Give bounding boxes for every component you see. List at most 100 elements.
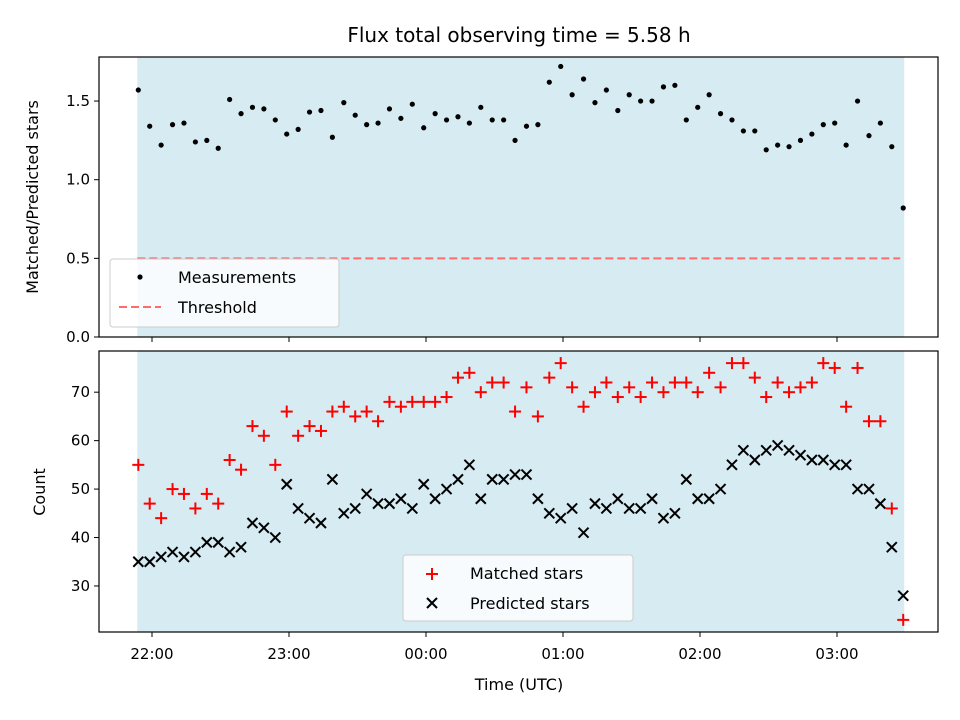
measurement-point <box>615 107 621 114</box>
legend-predicted-marker <box>426 597 438 609</box>
measurement-point <box>169 122 176 128</box>
measurement-point <box>546 79 552 85</box>
predicted-star-point <box>235 541 247 553</box>
measurement-point <box>523 123 530 129</box>
predicted-star-point <box>315 517 327 529</box>
measurement-point <box>763 147 769 153</box>
top-legend-box <box>109 258 340 328</box>
chart-title: Flux total observing time = 5.58 h <box>347 23 690 47</box>
matched-star-point <box>406 395 419 408</box>
predicted-star-point <box>646 493 658 505</box>
predicted-star-point <box>509 468 521 481</box>
matched-star-point <box>554 357 567 370</box>
measurement-point <box>889 144 895 150</box>
predicted-star-point <box>623 502 635 515</box>
measurement-point <box>135 87 141 93</box>
top-y-axis-label: Matched/Predicted stars <box>23 100 42 294</box>
predicted-star-point <box>657 512 670 524</box>
x-tick-label: 22:00 <box>130 645 173 663</box>
y-tick-label: 1.5 <box>66 92 90 110</box>
matched-star-point <box>783 386 796 399</box>
measurement-point <box>386 106 393 112</box>
matched-star-point <box>885 502 898 515</box>
predicted-star-point <box>566 502 578 515</box>
matched-star-point <box>132 458 145 471</box>
measurement-point <box>341 100 347 106</box>
predicted-star-point <box>372 497 384 510</box>
measurement-point <box>318 107 324 114</box>
matched-star-point <box>794 381 807 394</box>
matched-star-point <box>668 376 681 389</box>
predicted-star-point <box>806 454 818 466</box>
matched-star-point <box>463 366 476 379</box>
bottom-legend-box <box>402 554 634 622</box>
predicted-star-point <box>497 473 510 486</box>
measurement-point <box>809 131 815 137</box>
matched-star-points <box>132 357 910 626</box>
matched-star-point <box>429 395 442 408</box>
measurement-point <box>238 111 244 117</box>
predicted-star-point <box>714 483 727 495</box>
predicted-star-point <box>395 493 407 505</box>
measurement-point <box>843 142 849 148</box>
measurement-point <box>569 92 575 98</box>
measurement-point <box>204 137 210 143</box>
measurement-point <box>535 122 541 128</box>
x-tick-label: 02:00 <box>678 645 721 663</box>
matched-star-point <box>588 386 601 399</box>
bottom-y-axis-label: Count <box>30 468 49 516</box>
matched-star-point <box>349 410 362 423</box>
top-x-ticks <box>151 337 838 342</box>
matched-star-point <box>874 415 887 428</box>
matched-star-point <box>451 371 464 384</box>
matched-star-point <box>840 400 853 413</box>
predicted-star-point <box>817 454 830 466</box>
predicted-star-point <box>189 546 202 558</box>
bottom-y-axis: 30 40 50 60 70 <box>71 383 99 595</box>
measurement-points <box>135 63 906 211</box>
legend-matched-marker <box>426 568 438 580</box>
predicted-star-point <box>897 589 909 602</box>
predicted-star-point <box>692 493 704 505</box>
measurement-point <box>797 137 804 143</box>
matched-star-point <box>257 429 270 442</box>
matched-star-point <box>725 357 738 370</box>
matched-star-point <box>360 405 373 418</box>
y-tick-label: 60 <box>71 432 90 450</box>
matched-star-point <box>292 429 305 442</box>
predicted-star-point <box>863 483 875 495</box>
matched-star-point <box>440 391 453 404</box>
measurement-point <box>683 117 689 123</box>
top-panel: 0.0 0.5 1.0 1.5 Matched/Predicted stars Mea… <box>23 56 939 346</box>
legend-matched-label: Matched stars <box>470 564 583 583</box>
matched-star-point <box>737 357 750 370</box>
predicted-star-point <box>680 473 693 486</box>
bottom-axes-frame <box>98 350 939 633</box>
measurement-point <box>352 112 358 118</box>
predicted-star-point <box>326 473 339 486</box>
matched-star-point <box>634 391 647 404</box>
x-tick-label: 23:00 <box>267 645 310 663</box>
predicted-star-point <box>178 551 190 563</box>
matched-star-point <box>474 386 487 399</box>
predicted-star-point <box>246 517 259 529</box>
matched-star-point <box>509 405 522 418</box>
matched-star-point <box>646 376 659 389</box>
y-tick-label: 30 <box>71 577 90 595</box>
matched-star-point <box>577 400 590 413</box>
predicted-star-point <box>463 459 476 471</box>
y-tick-label: 50 <box>71 480 90 498</box>
measurement-point <box>443 117 450 123</box>
matched-star-point <box>611 391 624 404</box>
predicted-star-point <box>132 556 145 568</box>
measurement-point <box>580 76 587 82</box>
bottom-panel: 30 40 50 60 70 22:00 23:00 00:00 01:00 02:00 03:0… <box>30 350 939 694</box>
y-tick-label: 0.5 <box>66 249 90 267</box>
measurement-point <box>649 98 655 104</box>
measurement-point <box>786 144 792 150</box>
matched-star-point <box>691 386 704 399</box>
matched-star-point <box>200 487 213 500</box>
matched-star-point <box>543 371 556 384</box>
measurement-point <box>432 111 438 117</box>
matched-star-point <box>177 487 190 500</box>
